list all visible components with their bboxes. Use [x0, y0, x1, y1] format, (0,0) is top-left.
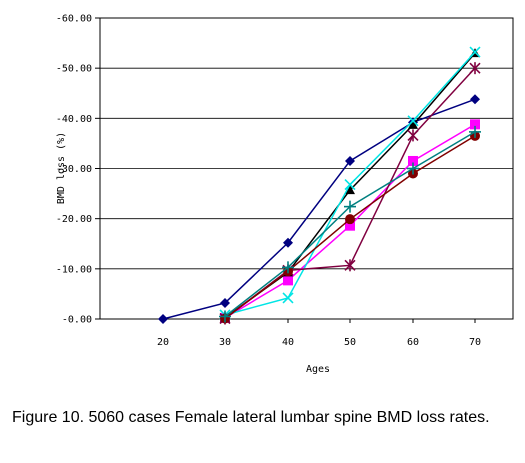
data-point: [470, 119, 480, 130]
data-point: [219, 310, 231, 323]
data-point: [344, 178, 356, 191]
data-point: [282, 292, 294, 304]
x-tick-label: 50: [344, 337, 356, 348]
data-point: [282, 261, 294, 274]
data-point: [283, 275, 293, 286]
data-point: [158, 314, 168, 324]
x-tick-label: 70: [469, 337, 481, 348]
y-tick-label: -20.00: [56, 214, 92, 225]
y-tick-label: -30.00: [56, 164, 92, 175]
data-point: [407, 115, 419, 127]
y-tick-label: -50.00: [56, 64, 92, 75]
x-tick-label: 40: [282, 337, 294, 348]
x-axis-title: Ages: [306, 364, 330, 375]
data-point: [344, 259, 356, 272]
data-point: [407, 162, 419, 175]
figure-caption: Figure 10. 5060 cases Female lateral lum…: [12, 409, 490, 426]
data-point: [408, 155, 418, 166]
x-tick-label: 20: [157, 337, 169, 348]
data-point: [345, 214, 355, 225]
bmd-loss-line-chart: -0.00 -10.00 -20.00 -30.00 -40.00 -50.00 -60.0…: [56, 14, 514, 375]
data-point: [220, 297, 230, 308]
data-point: [283, 237, 293, 248]
data-point: [408, 119, 418, 129]
data-point: [345, 155, 355, 166]
data-point: [470, 94, 480, 105]
data-series: [158, 46, 481, 325]
y-tick-label: -40.00: [56, 114, 92, 125]
data-point: [469, 125, 481, 138]
y-tick-label: -60.00: [56, 14, 92, 25]
data-point: [345, 220, 355, 231]
x-tick-label: 60: [407, 337, 419, 348]
y-axis-ticks: -0.00 -10.00 -20.00 -30.00 -40.00 -50.00 -60.0…: [56, 14, 100, 326]
series-line: [162, 98, 476, 320]
data-point: [345, 185, 355, 195]
series-plus: [219, 125, 481, 323]
data-point: [344, 200, 356, 213]
data-point: [407, 129, 419, 142]
data-point: [469, 46, 481, 58]
data-point: [469, 62, 481, 75]
x-axis-ticks: 20 30 40 50 60 70: [157, 319, 481, 348]
x-tick-label: 30: [219, 337, 231, 348]
y-tick-label: -10.00: [56, 264, 92, 275]
y-tick-label: -0.00: [62, 315, 92, 326]
y-axis-title: BMD loss (%): [56, 132, 67, 204]
